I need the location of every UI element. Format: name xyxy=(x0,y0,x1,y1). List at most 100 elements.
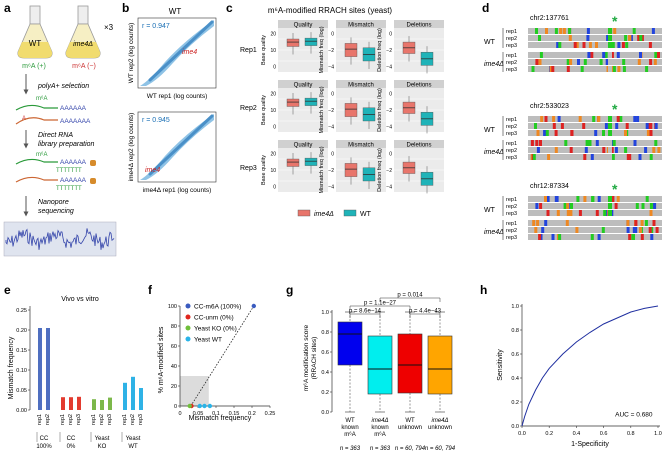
axis-tick-label: 10 xyxy=(270,48,276,54)
y-tick-label: 0.0 xyxy=(511,424,519,430)
mismatch-mark xyxy=(575,42,579,48)
bar xyxy=(123,382,127,410)
group-label-line2: 0% xyxy=(67,444,76,450)
mismatch-mark xyxy=(544,220,548,226)
mismatch-mark xyxy=(614,147,618,153)
mismatch-mark xyxy=(569,59,573,65)
mismatch-mark xyxy=(549,66,553,72)
read-track xyxy=(528,147,662,153)
mismatch-mark xyxy=(611,66,615,72)
box-body xyxy=(286,38,300,47)
legend-mutant-label: ime4Δ xyxy=(314,211,334,218)
nanopore-step-line1: Nanopore xyxy=(38,199,69,206)
scatter-mut-xlabel: ime4Δ rep1 (log counts) xyxy=(143,187,212,194)
mismatch-mark xyxy=(621,42,625,48)
read-track xyxy=(528,66,662,72)
bar-rep-label: rep1 xyxy=(91,414,97,425)
x-tick-label: 0.6 xyxy=(600,431,608,437)
roc-curve xyxy=(521,305,659,427)
bar xyxy=(100,400,104,410)
legend-swatch xyxy=(185,314,191,320)
mismatch-mark xyxy=(538,35,541,41)
scatter-mut-ylabel: ime4Δ rep2 (log counts) xyxy=(128,113,135,182)
mismatch-mark xyxy=(595,140,599,146)
group-label-line1: CC xyxy=(67,436,76,442)
mismatch-mark xyxy=(575,227,579,233)
category-label-line3: m⁶A xyxy=(344,431,355,438)
mismatch-mark xyxy=(633,140,637,146)
mismatch-mark xyxy=(531,66,535,72)
legend-swatch xyxy=(185,336,191,342)
site-column-mark xyxy=(608,140,612,146)
legend-label: Yeast KO (0%) xyxy=(194,326,237,333)
mismatch-mark xyxy=(544,196,547,202)
axis-tick-label: 0 xyxy=(331,91,334,97)
bar xyxy=(108,397,112,410)
y-tick-label: 1.0 xyxy=(511,304,519,310)
mismatch-mark xyxy=(530,140,534,146)
bar-chart-title: Vivo vs vitro xyxy=(61,296,99,303)
group-label-wt: WT xyxy=(484,39,496,46)
mismatch-mark xyxy=(595,42,598,48)
panel-b: b WT r = 0.947 ime4 WT rep1 (log counts)… xyxy=(122,1,217,194)
roc-ylabel: Sensitivity xyxy=(497,349,504,381)
scatter-wt-title: WT xyxy=(169,7,182,16)
mismatch-mark xyxy=(539,52,543,58)
mismatch-mark xyxy=(552,116,556,122)
modified-site-star: * xyxy=(612,13,618,29)
y-tick-label: 0.4 xyxy=(321,370,329,376)
mismatch-mark xyxy=(547,154,551,160)
mismatch-mark xyxy=(634,227,638,233)
site-column-mark xyxy=(608,227,612,233)
box-body xyxy=(304,37,318,46)
nanopore-signal-trace xyxy=(5,228,115,250)
read-rep-label: rep3 xyxy=(506,67,517,73)
mismatch-mark xyxy=(535,59,539,65)
y-tick-label: 0.00 xyxy=(16,408,27,414)
site-column-mark xyxy=(608,42,612,48)
data-point xyxy=(251,303,256,309)
bar-rep-label: rep1 xyxy=(37,414,43,425)
y-tick-label: 0 xyxy=(174,404,177,410)
legend-swatch xyxy=(185,325,191,331)
facet-ylabel: Base quality xyxy=(261,155,267,185)
y-tick-label: 80 xyxy=(171,324,177,330)
facet-strip-label: Quality xyxy=(294,23,313,29)
mismatch-mark xyxy=(644,220,648,226)
mismatch-mark xyxy=(595,210,599,216)
mismatch-mark xyxy=(565,220,569,226)
nanopore-step-line2: sequencing xyxy=(38,208,74,215)
mismatch-mark xyxy=(583,196,587,202)
axis-tick-label: −2 xyxy=(386,108,392,114)
mismatch-mark xyxy=(628,154,632,160)
legend-wt-swatch xyxy=(343,209,357,217)
mismatch-mark xyxy=(554,130,558,136)
group-label-line2: 100% xyxy=(36,444,52,450)
box-body xyxy=(344,43,358,57)
mismatch-mark xyxy=(651,28,655,34)
mismatch-mark xyxy=(602,130,605,136)
read-rep-label: rep3 xyxy=(506,155,517,161)
site-column-mark xyxy=(608,66,612,72)
site-column-mark xyxy=(608,28,612,34)
group-label-mutant: ime4Δ xyxy=(484,149,504,156)
facet-ylabel: Mismatch freq (log) xyxy=(319,26,325,73)
mismatch-mark xyxy=(532,220,536,226)
mismatch-mark xyxy=(539,203,543,209)
read-track xyxy=(528,196,662,202)
mismatch-mark xyxy=(568,35,572,41)
auc-label: AUC = 0.680 xyxy=(615,411,653,418)
mismatch-mark xyxy=(640,35,644,41)
mismatch-mark xyxy=(551,234,555,240)
bar-rep-label: rep2 xyxy=(45,414,51,425)
axis-tick-label: −2 xyxy=(386,48,392,54)
mismatch-mark xyxy=(582,123,586,129)
mismatch-mark xyxy=(558,234,562,240)
mismatch-mark xyxy=(650,234,654,240)
threshold-region xyxy=(180,376,209,406)
locus-label: chr2:533023 xyxy=(530,103,569,110)
mismatch-mark xyxy=(615,123,619,129)
mismatch-mark xyxy=(566,203,570,209)
mismatch-mark xyxy=(638,154,642,160)
facet-strip xyxy=(278,20,328,28)
